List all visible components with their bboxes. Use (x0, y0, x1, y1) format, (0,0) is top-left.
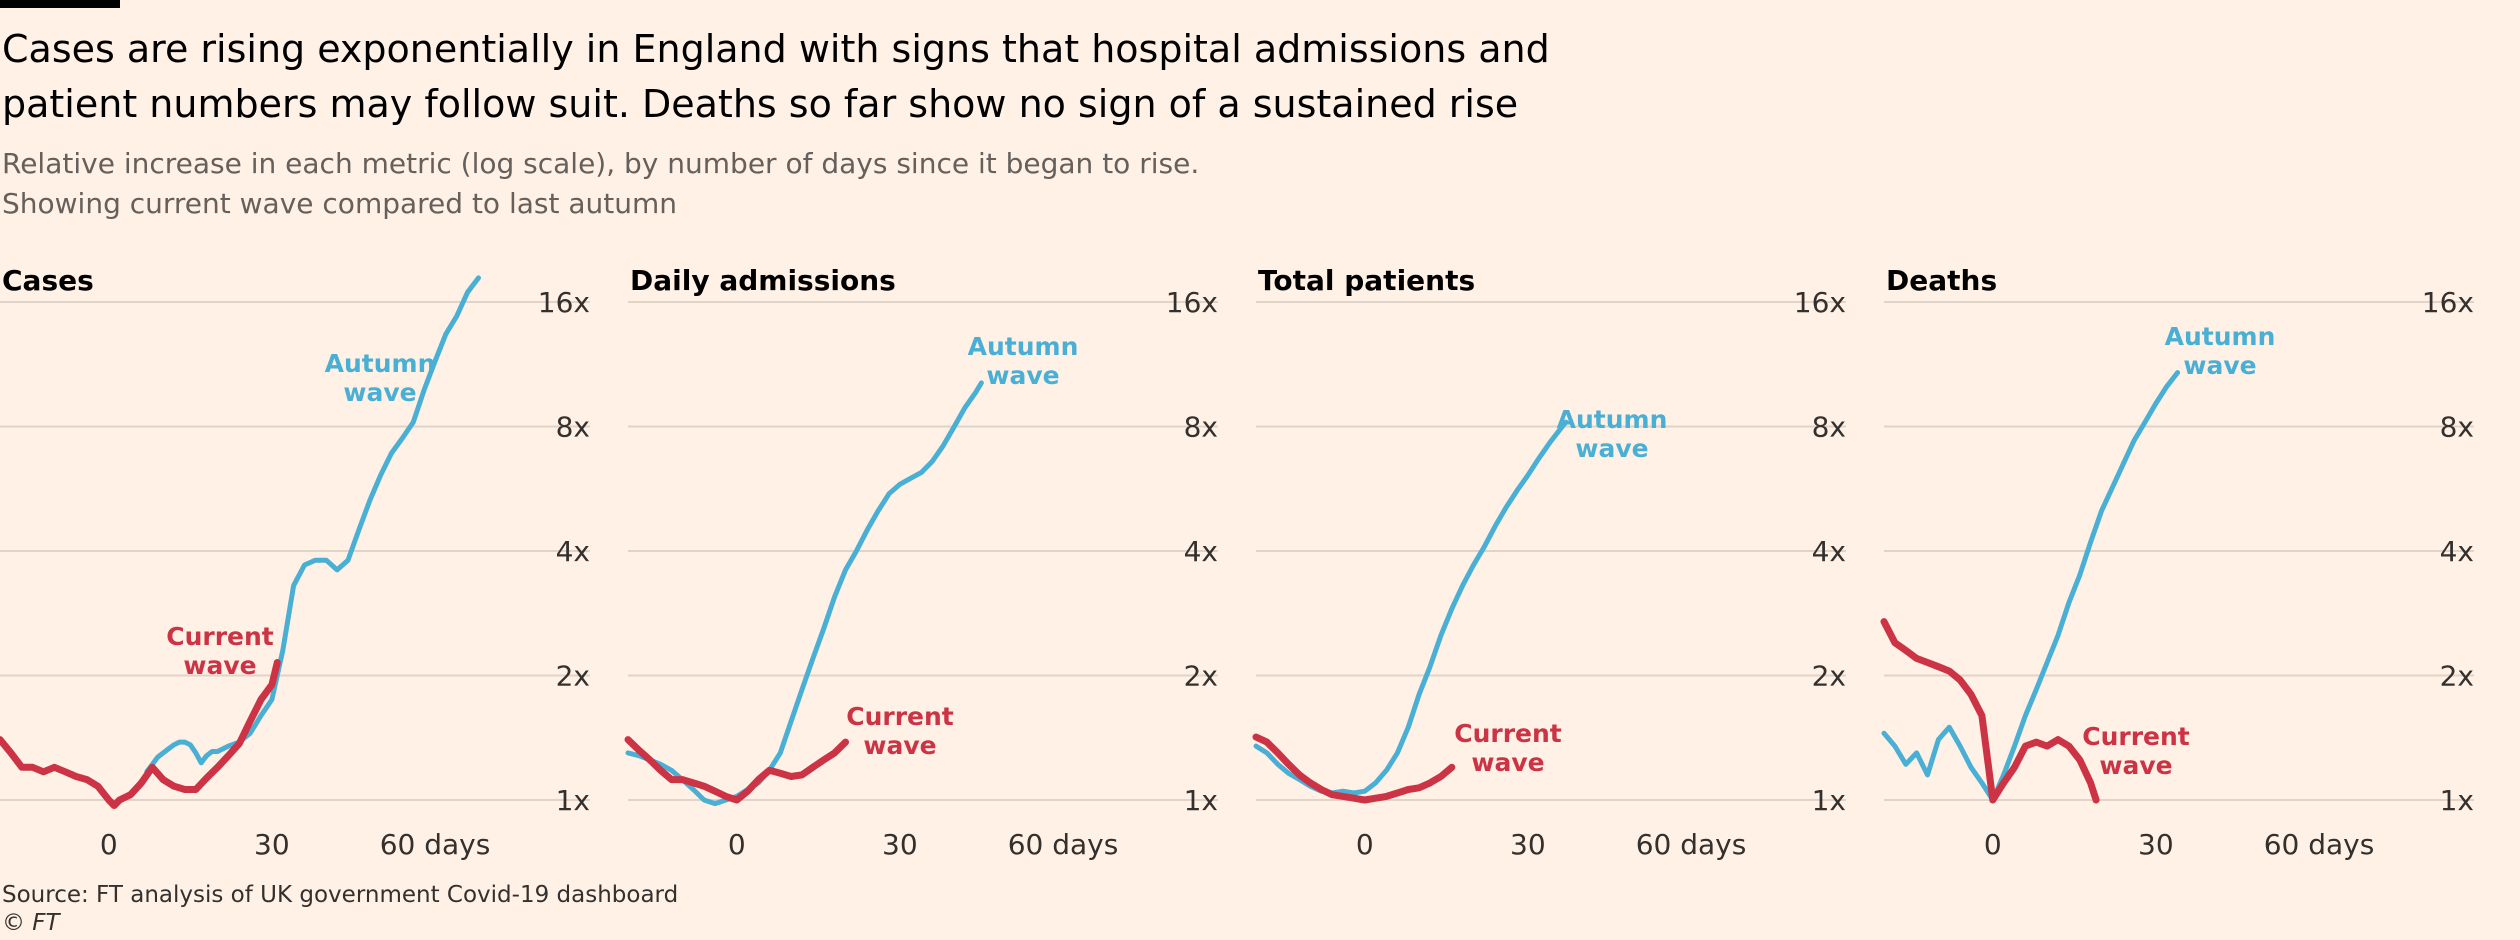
current-wave-line (1880, 618, 2100, 804)
autumn-wave-line (1881, 370, 2181, 803)
y-tick-label: 1x (2440, 784, 2474, 817)
current-wave-label: Current wave (166, 622, 274, 680)
chart-panel-3: Deaths 1x 2x 4x 8x 16x 0 30 60 days Autumn wave Cur… (1880, 264, 2474, 861)
y-tick-label: 1x (1812, 784, 1846, 817)
subtitle-line-2: Showing current wave compared to last au… (2, 187, 678, 220)
x-tick-label: 0 (100, 828, 118, 861)
x-tick-label: 30 (1510, 828, 1546, 861)
chart-panel-1: Daily admissions 1x 2x 4x 8x 16x 0 30 60 days Aut… (624, 264, 1218, 861)
current-wave-label: Current wave (2082, 722, 2190, 780)
x-tick-label: 30 (882, 828, 918, 861)
panel-title: Total patients (1258, 264, 1475, 297)
x-tick-label: 60 days (1636, 828, 1747, 861)
x-tick-label: 0 (728, 828, 746, 861)
y-tick-label: 2x (556, 660, 590, 693)
autumn-wave-line (144, 275, 481, 775)
panel-title: Daily admissions (630, 264, 896, 297)
panel-title: Deaths (1886, 264, 1997, 297)
panel-title: Cases (2, 264, 94, 297)
y-tick-label: 4x (2440, 535, 2474, 568)
current-wave-line (0, 659, 281, 809)
x-tick-label: 0 (1984, 828, 2002, 861)
chart-panel-2: Total patients 1x 2x 4x 8x 16x 0 30 60 days Autum… (1252, 264, 1846, 861)
y-tick-label: 2x (2440, 660, 2474, 693)
chart-subtitle: Relative increase in each metric (log sc… (2, 144, 1402, 224)
y-tick-label: 2x (1812, 660, 1846, 693)
chart-title: Cases are rising exponentially in Englan… (2, 27, 1550, 126)
y-tick-label: 1x (1184, 784, 1218, 817)
current-wave-label: Current wave (846, 702, 954, 760)
y-tick-label: 16x (2422, 286, 2474, 319)
y-tick-label: 4x (1812, 535, 1846, 568)
x-tick-label: 60 days (2264, 828, 2375, 861)
ft-top-bar (0, 0, 120, 8)
chart-panel-0: Cases 1x 2x 4x 8x 16x 0 30 60 days Autumn wave Curr… (0, 264, 590, 861)
autumn-wave-label: Autumn wave (1557, 405, 1668, 463)
x-tick-label: 30 (254, 828, 290, 861)
y-tick-label: 8x (2440, 411, 2474, 444)
autumn-wave-label: Autumn wave (2165, 322, 2276, 380)
autumn-wave-label: Autumn wave (325, 349, 436, 407)
y-tick-label: 16x (1166, 286, 1218, 319)
current-wave-line (1252, 733, 1456, 804)
current-wave-label: Current wave (1454, 719, 1562, 777)
x-tick-label: 60 days (1008, 828, 1119, 861)
y-tick-label: 16x (1794, 286, 1846, 319)
copyright-note: © FT (2, 910, 60, 936)
y-tick-label: 4x (1184, 535, 1218, 568)
y-tick-label: 4x (556, 535, 590, 568)
current-wave-line (624, 736, 849, 804)
y-tick-label: 2x (1184, 660, 1218, 693)
autumn-wave-label: Autumn wave (968, 332, 1079, 390)
source-note: Source: FT analysis of UK government Cov… (2, 882, 679, 908)
x-tick-label: 30 (2138, 828, 2174, 861)
y-tick-label: 16x (538, 286, 590, 319)
subtitle-line-1: Relative increase in each metric (log sc… (2, 147, 1200, 180)
x-tick-label: 0 (1356, 828, 1374, 861)
y-tick-label: 1x (556, 784, 590, 817)
y-tick-label: 8x (1812, 411, 1846, 444)
x-tick-label: 60 days (380, 828, 491, 861)
y-tick-label: 8x (1184, 411, 1218, 444)
y-tick-label: 8x (556, 411, 590, 444)
